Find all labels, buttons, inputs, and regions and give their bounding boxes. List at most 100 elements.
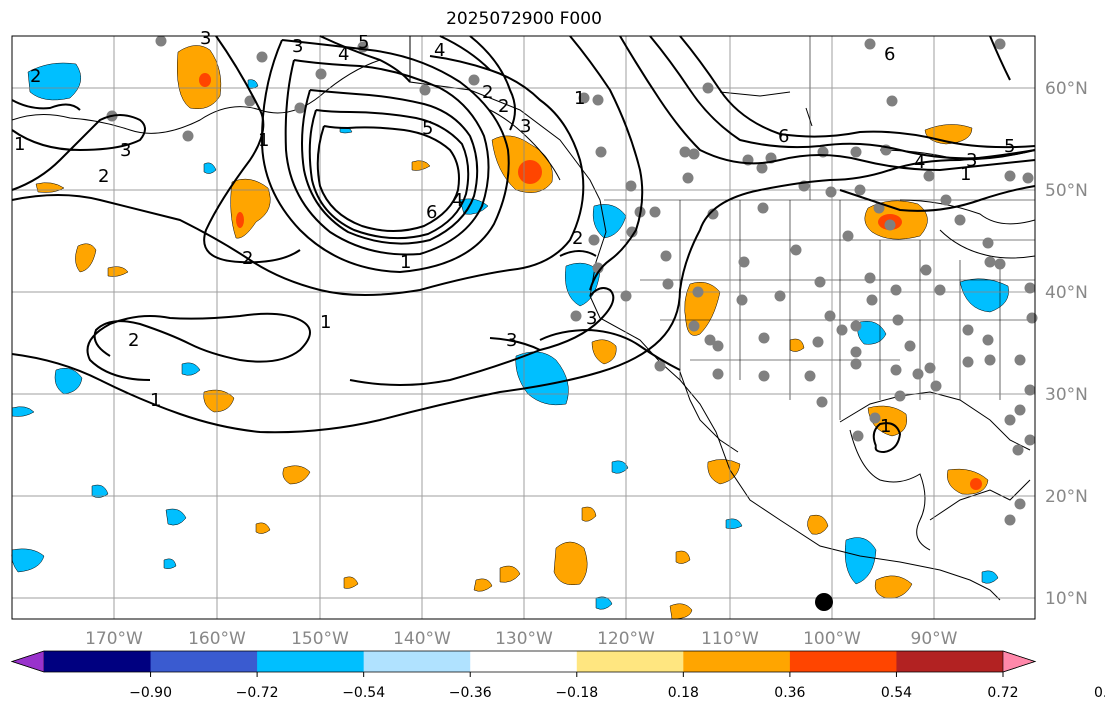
longitude-label: 150°W xyxy=(291,629,349,649)
contour-label: 1 xyxy=(400,252,411,273)
contour-label: 3 xyxy=(966,150,977,171)
colorbar-segment xyxy=(257,651,365,672)
station-dot xyxy=(625,180,637,192)
colorbar xyxy=(10,650,1037,677)
station-dot xyxy=(182,130,194,142)
station-dot xyxy=(994,38,1006,50)
station-dot xyxy=(962,324,974,336)
station-dot xyxy=(570,310,582,322)
station-dot xyxy=(592,94,604,106)
colorbar-tick-label: −0.72 xyxy=(236,685,279,701)
contour-label: 1 xyxy=(150,390,161,411)
station-dot xyxy=(984,256,996,268)
station-dot xyxy=(814,276,826,288)
colorbar-segment xyxy=(789,651,897,672)
station-dot xyxy=(774,290,786,302)
station-dot xyxy=(1024,434,1036,446)
colorbar-segment xyxy=(896,651,1004,672)
colorbar-segment xyxy=(363,651,471,672)
contour-label: 1 xyxy=(574,88,585,109)
contour-label: 5 xyxy=(358,32,369,53)
contour-label: 2 xyxy=(482,82,493,103)
contour-label: 1 xyxy=(880,416,891,437)
station-dot xyxy=(626,226,638,238)
colorbar-tick-label: −0.18 xyxy=(555,685,598,701)
colorbar-segment xyxy=(150,651,258,672)
contour-label: 3 xyxy=(520,116,531,137)
station-dot xyxy=(886,95,898,107)
station-dot xyxy=(712,368,724,380)
station-dot xyxy=(315,68,327,80)
contour-label: 2 xyxy=(498,96,509,117)
station-dot xyxy=(812,336,824,348)
station-dot xyxy=(930,380,942,392)
colorbar-tick-label: 0.36 xyxy=(774,685,805,701)
station-dot xyxy=(824,310,836,322)
longitude-label: 170°W xyxy=(85,629,143,649)
station-dot xyxy=(692,286,704,298)
station-dot xyxy=(588,234,600,246)
station-dot xyxy=(155,35,167,47)
station-dot xyxy=(850,358,862,370)
longitude-label: 130°W xyxy=(495,629,553,649)
station-dot xyxy=(869,412,881,424)
station-dot xyxy=(984,354,996,366)
station-dot xyxy=(842,230,854,242)
station-markers xyxy=(106,35,1038,526)
station-dot xyxy=(758,370,770,382)
contour-label: 1 xyxy=(320,312,331,333)
station-dot xyxy=(854,184,866,196)
station-dot xyxy=(836,324,848,336)
station-dot xyxy=(864,38,876,50)
station-dot xyxy=(702,82,714,94)
station-dot xyxy=(923,170,935,182)
station-dot xyxy=(962,356,974,368)
longitude-label: 160°W xyxy=(188,629,246,649)
colorbar-tick-label: 0.18 xyxy=(668,685,699,701)
contour-label: 2 xyxy=(242,248,253,269)
station-dot xyxy=(595,146,607,158)
station-dot xyxy=(912,368,924,380)
station-dot xyxy=(1014,498,1026,510)
longitude-axis: 170°W 160°W 150°W 140°W 130°W 120°W 110°W 100°W… xyxy=(85,629,958,649)
contour-label: 6 xyxy=(778,126,789,147)
political-borders xyxy=(409,36,1035,420)
contour-label: 3 xyxy=(586,308,597,329)
station-dot xyxy=(934,284,946,296)
latitude-label: 30°N xyxy=(1045,385,1088,405)
contour-label: 3 xyxy=(292,36,303,57)
colorbar-segment xyxy=(683,651,791,672)
colorbar-outline xyxy=(10,650,1037,673)
contour-label: 2 xyxy=(128,330,139,351)
marker-dot xyxy=(815,593,833,611)
station-dot xyxy=(244,95,256,107)
contour-label: 2 xyxy=(98,166,109,187)
station-dot xyxy=(649,206,661,218)
station-dot xyxy=(894,390,906,402)
contour-label: 1 xyxy=(960,164,971,185)
station-dot xyxy=(1014,404,1026,416)
station-dot xyxy=(804,370,816,382)
station-dot xyxy=(920,264,932,276)
station-dot xyxy=(1022,172,1034,184)
latitude-label: 40°N xyxy=(1045,283,1088,303)
contour-label: 2 xyxy=(30,66,41,87)
station-dot xyxy=(884,219,896,231)
station-dot xyxy=(758,332,770,344)
station-dot xyxy=(688,320,700,332)
station-dot xyxy=(1024,282,1036,294)
station-dot xyxy=(1004,170,1016,182)
station-dot xyxy=(892,314,904,326)
colorbar-tick-label: −0.90 xyxy=(129,685,172,701)
graticule xyxy=(12,36,1035,619)
contour-label: 3 xyxy=(506,330,517,351)
map-panel xyxy=(11,35,1038,620)
station-dot xyxy=(707,208,719,220)
longitude-label: 90°W xyxy=(911,629,958,649)
station-dot xyxy=(825,186,837,198)
station-dot xyxy=(940,194,952,206)
contour-label: 4 xyxy=(914,152,925,173)
contour-label: 3 xyxy=(120,140,131,161)
station-dot xyxy=(468,74,480,86)
